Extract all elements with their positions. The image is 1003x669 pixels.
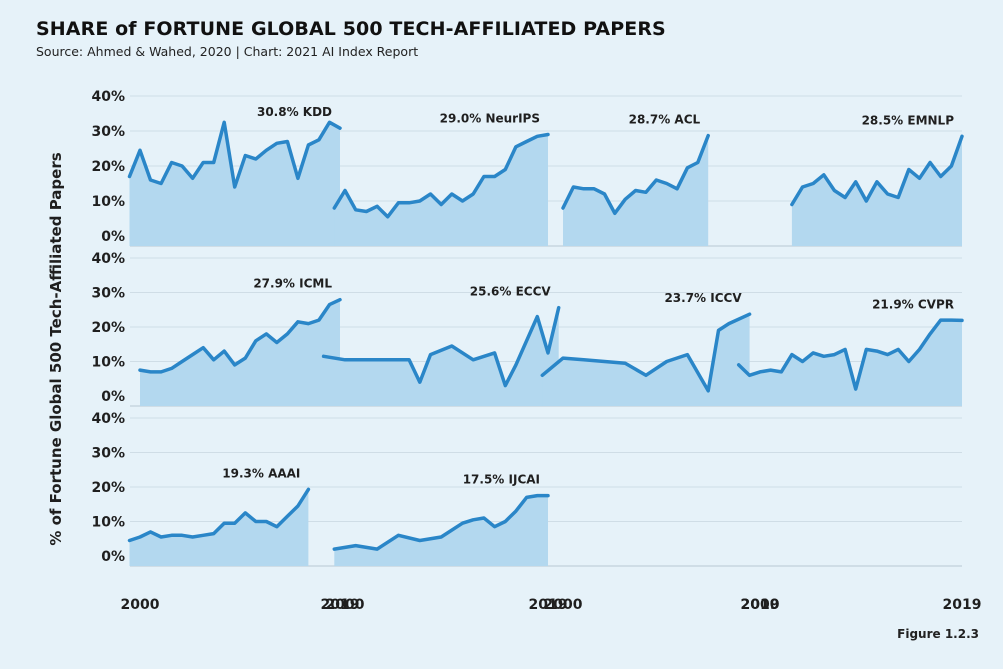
series-area-cvpr	[738, 320, 962, 406]
annotation-eccv: 25.6% ECCV	[470, 285, 552, 299]
x-tick-label: 2000	[121, 597, 160, 613]
panel-emnlp: 28.5% EMNLP	[790, 113, 964, 246]
y-tick-label: 0%	[101, 389, 125, 405]
series-area-eccv	[323, 307, 559, 406]
x-tick-label: 2000	[741, 597, 780, 613]
y-tick-label: 20%	[91, 320, 125, 336]
y-tick-label: 0%	[101, 229, 125, 245]
series-area-icml	[140, 299, 340, 406]
annotation-acl: 28.7% ACL	[629, 113, 701, 127]
series-line-cvpr	[736, 318, 964, 391]
x-tick-label: 2000	[544, 597, 583, 613]
series-area-iccv	[542, 314, 750, 406]
x-tick-label: 2019	[529, 597, 568, 613]
series-area-kdd	[129, 122, 340, 246]
panel-neurips: 29.0% NeurIPS	[332, 112, 550, 246]
x-tick-label: 2019	[321, 597, 360, 613]
annotation-cvpr: 21.9% CVPR	[872, 297, 954, 311]
annotation-neurips: 29.0% NeurIPS	[440, 112, 540, 126]
panel-icml: 27.9% ICML	[138, 277, 342, 406]
series-line-kdd	[127, 120, 342, 189]
chart-title: SHARE of FORTUNE GLOBAL 500 TECH-AFFILIA…	[36, 18, 666, 40]
series-line-iccv	[540, 312, 752, 393]
x-tick-label: 2000	[326, 597, 365, 613]
figure-label: Figure 1.2.3	[897, 627, 979, 641]
panel-ijcai: 17.5% IJCAI	[332, 473, 550, 566]
y-tick-label: 40%	[91, 251, 125, 267]
panel-aaai: 19.3% AAAI	[127, 466, 311, 566]
series-area-aaai	[129, 489, 309, 566]
annotation-aaai: 19.3% AAAI	[222, 466, 300, 480]
panel-cvpr: 21.9% CVPR	[736, 297, 964, 406]
y-tick-label: 0%	[101, 549, 125, 565]
series-area-neurips	[334, 134, 548, 246]
panel-eccv: 25.6% ECCV	[321, 285, 561, 406]
panel-iccv: 23.7% ICCV	[540, 291, 752, 406]
annotation-ijcai: 17.5% IJCAI	[463, 473, 540, 487]
annotation-kdd: 30.8% KDD	[257, 105, 332, 119]
series-line-eccv	[321, 305, 561, 388]
y-tick-label: 10%	[91, 515, 125, 531]
y-tick-label: 30%	[91, 286, 125, 302]
panel-acl: 28.7% ACL	[561, 113, 710, 246]
y-tick-label: 20%	[91, 480, 125, 496]
y-tick-label: 30%	[91, 124, 125, 140]
series-line-ijcai	[332, 493, 550, 551]
chart-subtitle: Source: Ahmed & Wahed, 2020 | Chart: 202…	[36, 44, 419, 59]
y-tick-label: 40%	[91, 89, 125, 105]
annotation-emnlp: 28.5% EMNLP	[862, 113, 955, 127]
annotation-iccv: 23.7% ICCV	[664, 291, 742, 305]
series-line-icml	[138, 297, 342, 374]
panel-kdd: 30.8% KDD	[127, 105, 342, 246]
series-line-acl	[561, 133, 710, 216]
y-tick-label: 40%	[91, 411, 125, 427]
y-tick-label: 10%	[91, 194, 125, 210]
y-tick-label: 10%	[91, 355, 125, 371]
series-area-ijcai	[334, 495, 548, 566]
series-line-emnlp	[790, 134, 964, 207]
x-tick-label: 2019	[943, 597, 982, 613]
series-line-aaai	[127, 487, 311, 543]
series-area-emnlp	[791, 136, 962, 246]
y-tick-label: 30%	[91, 446, 125, 462]
x-tick-label: 2019	[741, 597, 780, 613]
y-tick-label: 20%	[91, 159, 125, 175]
series-line-neurips	[332, 132, 550, 219]
annotation-icml: 27.9% ICML	[253, 277, 332, 291]
